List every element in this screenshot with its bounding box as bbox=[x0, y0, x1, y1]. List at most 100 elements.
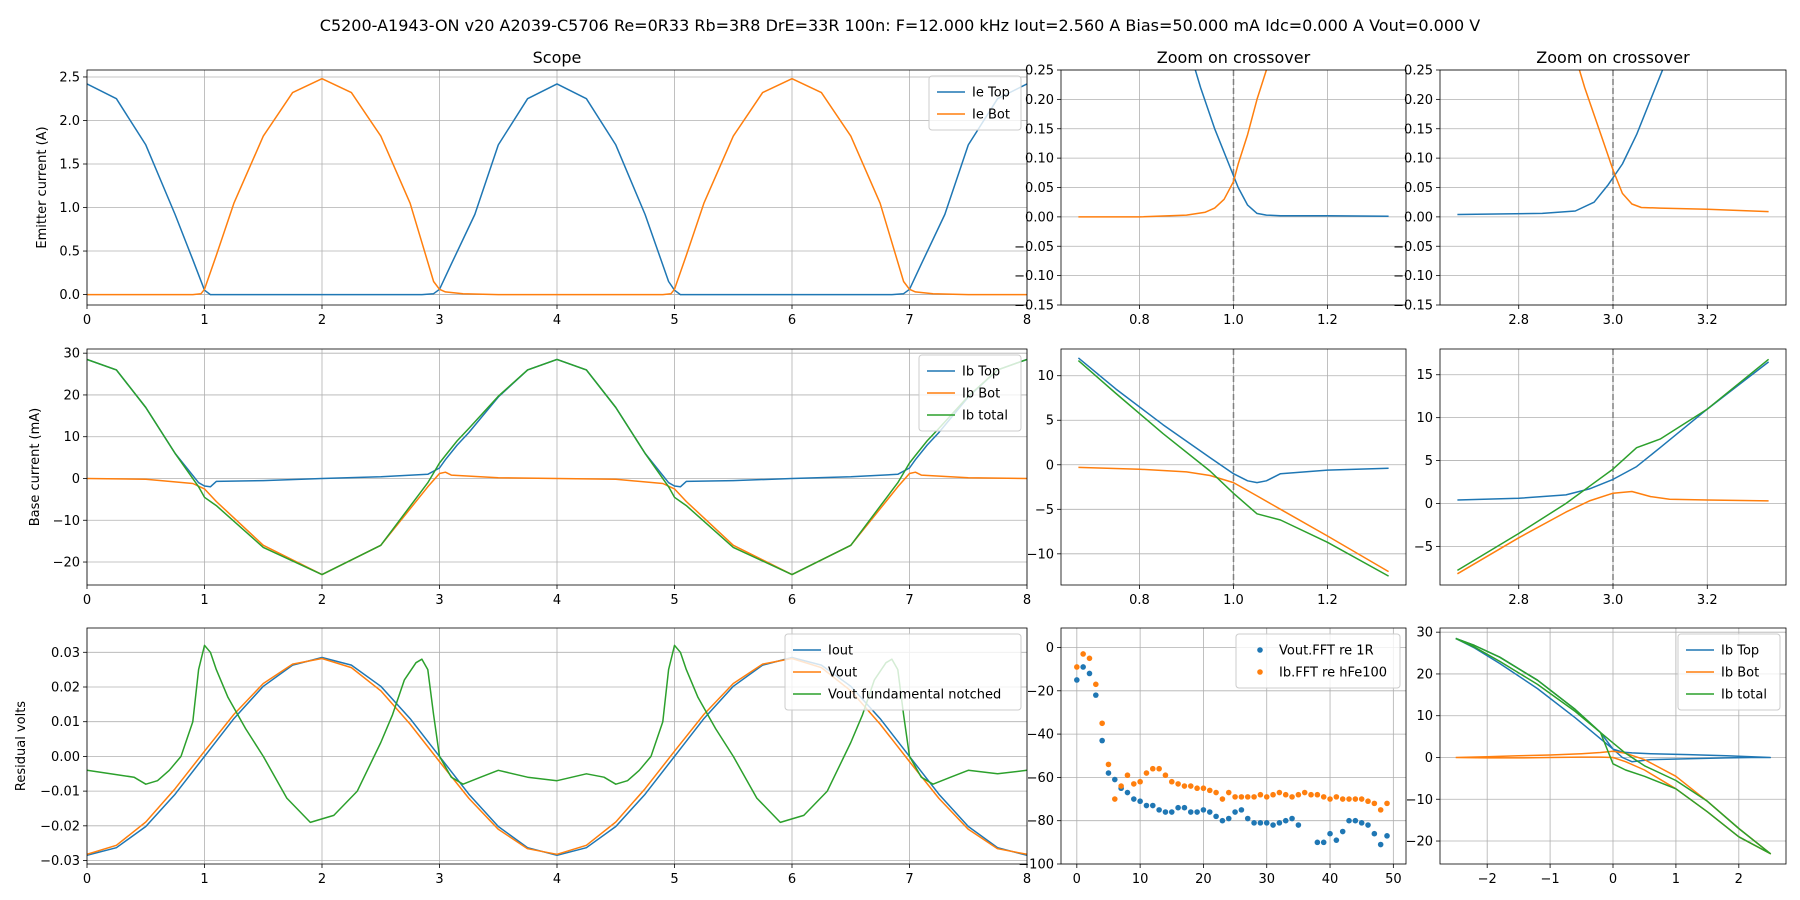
point-ib-fft-re-hfe100 bbox=[1251, 794, 1257, 800]
point-vout-fft-re-1r bbox=[1377, 841, 1384, 848]
plot-area bbox=[87, 358, 1027, 576]
point-ib-fft-re-hfe100 bbox=[1162, 772, 1169, 779]
point-vout-fft-re-1r bbox=[1162, 809, 1169, 815]
x-tick-label: 5 bbox=[670, 313, 678, 328]
y-tick-label: −5 bbox=[1035, 503, 1054, 518]
point-ib-fft-re-hfe100 bbox=[1225, 789, 1232, 796]
point-vout-fft-re-1r bbox=[1130, 796, 1137, 802]
series-vout bbox=[87, 657, 1027, 856]
x-tick-label: 4 bbox=[553, 313, 561, 328]
point-vout-fft-re-1r bbox=[1137, 798, 1143, 805]
plot-area bbox=[1457, 358, 1770, 575]
point-ib-fft-re-hfe100 bbox=[1080, 651, 1086, 657]
y-tick-label: −100 bbox=[1018, 858, 1054, 873]
point-ib-fft-re-hfe100 bbox=[1168, 778, 1175, 785]
x-tick-label: 1.2 bbox=[1317, 593, 1338, 608]
chart-ib-scope: 0 1 2 3 4 5 6 7 8 −20 −10 0 10 20 30 Base current (mA) I… bbox=[28, 347, 1031, 608]
point-vout-fft-re-1r bbox=[1282, 817, 1289, 824]
y-tick-label: 10 bbox=[1037, 369, 1054, 384]
point-vout-fft-re-1r bbox=[1149, 802, 1156, 809]
point-vout-fft-re-1r bbox=[1112, 776, 1118, 783]
series-ib-top bbox=[1457, 361, 1770, 501]
y-tick-label: −0.03 bbox=[40, 854, 80, 869]
point-ib-fft-re-hfe100 bbox=[1200, 785, 1207, 792]
legend-marker bbox=[1257, 669, 1263, 675]
series-ib-total bbox=[87, 358, 1027, 576]
series-ie-top bbox=[87, 83, 1027, 296]
plot-area bbox=[1455, 637, 1772, 855]
point-ib-fft-re-hfe100 bbox=[1295, 791, 1302, 798]
x-tick-label: 8 bbox=[1023, 872, 1031, 887]
point-vout-fft-re-1r bbox=[1346, 817, 1352, 824]
y-tick-label: −10 bbox=[1406, 793, 1433, 808]
point-ib-fft-re-hfe100 bbox=[1346, 796, 1352, 802]
x-tick-label: 3 bbox=[435, 313, 443, 328]
point-vout-fft-re-1r bbox=[1206, 809, 1213, 815]
point-vout-fft-re-1r bbox=[1314, 839, 1321, 846]
legend: Ie Top Ie Bot bbox=[928, 75, 1022, 131]
legend-label: Vout bbox=[828, 666, 857, 681]
series-ie-bot bbox=[1078, 70, 1268, 218]
y-tick-label: 20 bbox=[1416, 667, 1433, 682]
x-tick-label: 7 bbox=[905, 313, 913, 328]
point-vout-fft-re-1r bbox=[1074, 677, 1080, 683]
x-tick-label: 1 bbox=[200, 872, 208, 887]
x-tick-label: 6 bbox=[788, 313, 796, 328]
point-ib-fft-re-hfe100 bbox=[1213, 789, 1219, 796]
x-tick-label: 5 bbox=[670, 593, 678, 608]
x-tick-label: 3 bbox=[435, 593, 443, 608]
x-tick-label: 7 bbox=[905, 872, 913, 887]
y-tick-label: −0.10 bbox=[1393, 269, 1433, 284]
legend-label: Ie Top bbox=[972, 86, 1010, 101]
point-vout-fft-re-1r bbox=[1371, 830, 1378, 837]
x-tick-label: 1 bbox=[200, 313, 208, 328]
x-tick-label: 20 bbox=[1195, 872, 1212, 887]
point-vout-fft-re-1r bbox=[1175, 804, 1181, 811]
y-tick-label: 30 bbox=[1416, 626, 1433, 641]
chart-ie-zoom-1: 0.8 1.0 1.2 −0.15 −0.10 −0.05 0.00 0.05 0.10 0.15… bbox=[1014, 48, 1407, 328]
x-tick-label: 1.2 bbox=[1317, 313, 1338, 328]
x-tick-label: 2.8 bbox=[1508, 593, 1529, 608]
series-ie-bot bbox=[1578, 70, 1769, 213]
point-ib-fft-re-hfe100 bbox=[1327, 796, 1333, 802]
point-ib-fft-re-hfe100 bbox=[1377, 807, 1384, 813]
axes-title: Scope bbox=[533, 48, 582, 67]
series-ib-top bbox=[1077, 357, 1389, 484]
x-tick-label: 4 bbox=[553, 593, 561, 608]
y-tick-label: 0.25 bbox=[1025, 64, 1054, 79]
x-tick-label: 3.0 bbox=[1603, 313, 1624, 328]
legend-box bbox=[1235, 633, 1401, 689]
y-tick-label: 0.00 bbox=[1025, 210, 1054, 225]
point-ib-fft-re-hfe100 bbox=[1301, 789, 1308, 796]
point-vout-fft-re-1r bbox=[1194, 809, 1200, 815]
x-tick-label: 3.0 bbox=[1603, 593, 1624, 608]
legend: Ib Top Ib Bot Ib total bbox=[918, 354, 1022, 432]
legend-box bbox=[928, 75, 1022, 131]
axes-title: Zoom on crossover bbox=[1157, 48, 1311, 67]
point-ib-fft-re-hfe100 bbox=[1365, 798, 1371, 805]
point-vout-fft-re-1r bbox=[1124, 789, 1131, 796]
x-tick-label: 5 bbox=[670, 872, 678, 887]
x-tick-label: 1.0 bbox=[1223, 313, 1244, 328]
axes-frame bbox=[1060, 627, 1407, 865]
y-tick-label: 0.03 bbox=[51, 646, 80, 661]
point-ib-fft-re-hfe100 bbox=[1156, 765, 1162, 772]
point-ib-fft-re-hfe100 bbox=[1074, 664, 1080, 670]
x-tick-label: 6 bbox=[788, 872, 796, 887]
y-tick-label: 2.5 bbox=[59, 70, 80, 85]
figure-title: C5200-A1943-ON v20 A2039-C5706 Re=0R33 R… bbox=[320, 16, 1481, 35]
y-tick-label: −0.05 bbox=[1393, 240, 1433, 255]
series-ib-total bbox=[1077, 360, 1389, 577]
point-vout-fft-re-1r bbox=[1320, 839, 1327, 846]
x-tick-label: 6 bbox=[788, 593, 796, 608]
point-ib-fft-re-hfe100 bbox=[1276, 789, 1283, 796]
axes-title: Zoom on crossover bbox=[1536, 48, 1690, 67]
point-vout-fft-re-1r bbox=[1352, 817, 1359, 824]
x-tick-label: 3.2 bbox=[1697, 313, 1718, 328]
x-tick-label: 40 bbox=[1322, 872, 1339, 887]
y-tick-label: 0 bbox=[72, 472, 80, 487]
plot-area bbox=[87, 77, 1027, 296]
point-ib-fft-re-hfe100 bbox=[1143, 770, 1150, 776]
